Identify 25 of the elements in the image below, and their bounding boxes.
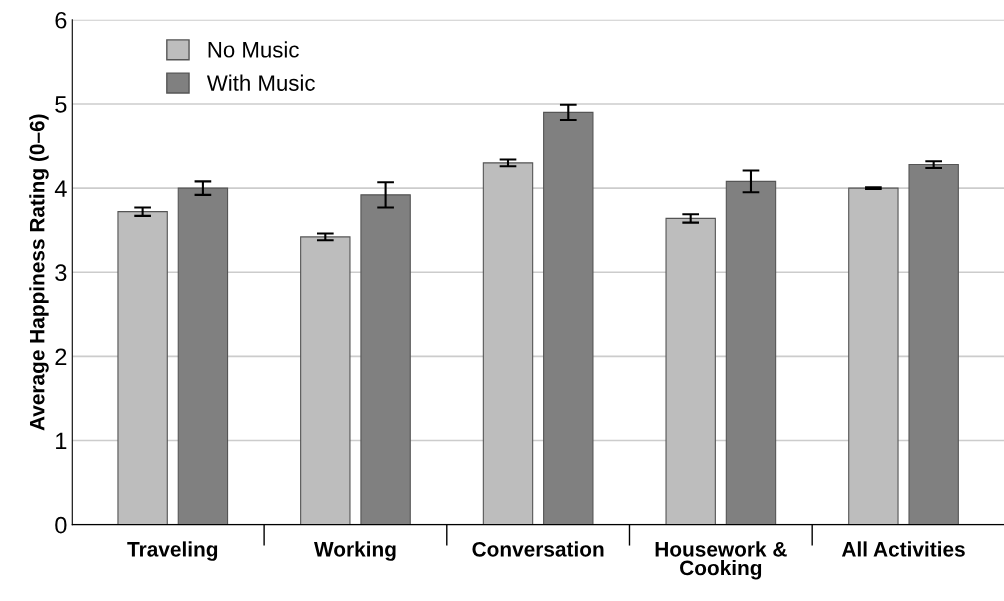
bar <box>848 187 899 525</box>
y-axis-title: Average Happiness Rating (0–6) <box>29 114 49 431</box>
x-tick-label: Conversation <box>472 541 604 557</box>
bar <box>177 187 229 525</box>
y-tick-label: 5 <box>55 96 67 113</box>
y-tick-label: 2 <box>55 348 67 365</box>
x-tick-label: Housework & Cooking <box>655 541 787 580</box>
legend-label: No Music <box>208 41 299 58</box>
bar <box>300 236 351 525</box>
x-tick-label: Traveling <box>127 541 218 561</box>
legend-label: With Music <box>206 74 315 91</box>
bar <box>482 162 534 525</box>
x-tick-label: Working <box>314 541 396 561</box>
bar <box>908 163 959 525</box>
bar <box>360 194 411 525</box>
x-tick-label: All Activities <box>841 541 965 557</box>
bar <box>543 111 594 525</box>
y-tick-label: 3 <box>55 264 67 282</box>
y-tick-label: 1 <box>56 432 67 450</box>
y-tick-label: 0 <box>55 516 67 534</box>
bar <box>665 217 716 525</box>
y-tick-label: 6 <box>55 11 67 29</box>
y-tick-label: 4 <box>54 180 67 197</box>
bar <box>725 180 777 525</box>
bar <box>117 211 168 525</box>
